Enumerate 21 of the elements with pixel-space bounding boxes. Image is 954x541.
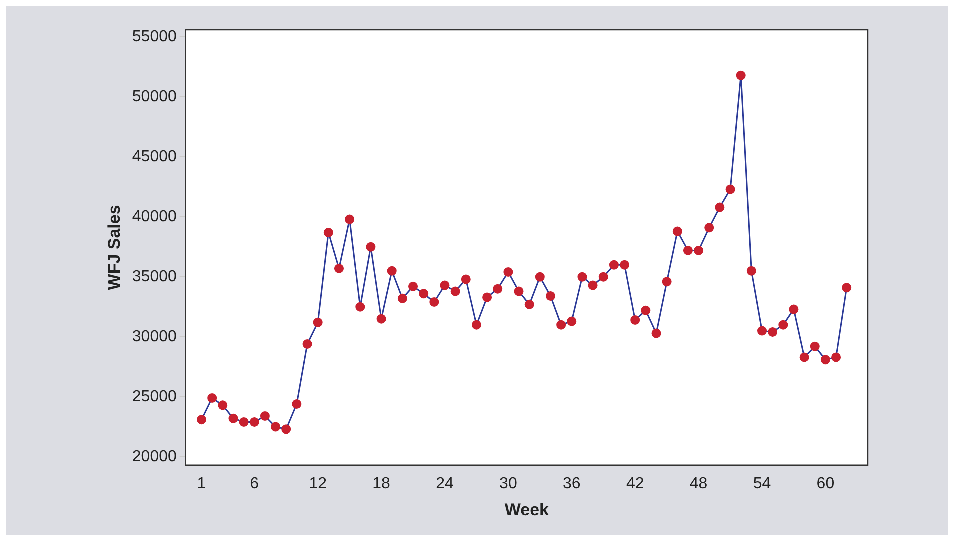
y-tick-label: 55000 — [132, 28, 177, 46]
y-tick-label: 20000 — [132, 448, 177, 466]
x-tick-label: 12 — [309, 475, 328, 492]
x-tick-label: 1 — [197, 475, 206, 492]
x-tick-label: 30 — [500, 475, 518, 492]
x-tick-label: 42 — [626, 475, 644, 492]
x-tick-label: 18 — [372, 475, 391, 492]
y-tick-label: 25000 — [132, 388, 177, 406]
x-tick-label: 6 — [250, 475, 260, 492]
y-tick-label: 35000 — [132, 268, 177, 286]
x-tick-label: 48 — [690, 475, 708, 492]
y-tick-label: 50000 — [132, 88, 177, 106]
x-tick-label: 36 — [562, 475, 581, 492]
x-tick-label: 60 — [816, 475, 835, 492]
y-tick-label: 45000 — [132, 148, 177, 166]
y-tick-label: 40000 — [132, 208, 177, 226]
y-tick-label: 30000 — [132, 328, 177, 346]
x-tick-label: 54 — [753, 475, 772, 492]
y-axis-title: WFJ Sales — [104, 205, 124, 290]
x-axis-title: Week — [504, 500, 550, 520]
x-tick-label: 24 — [436, 475, 454, 492]
